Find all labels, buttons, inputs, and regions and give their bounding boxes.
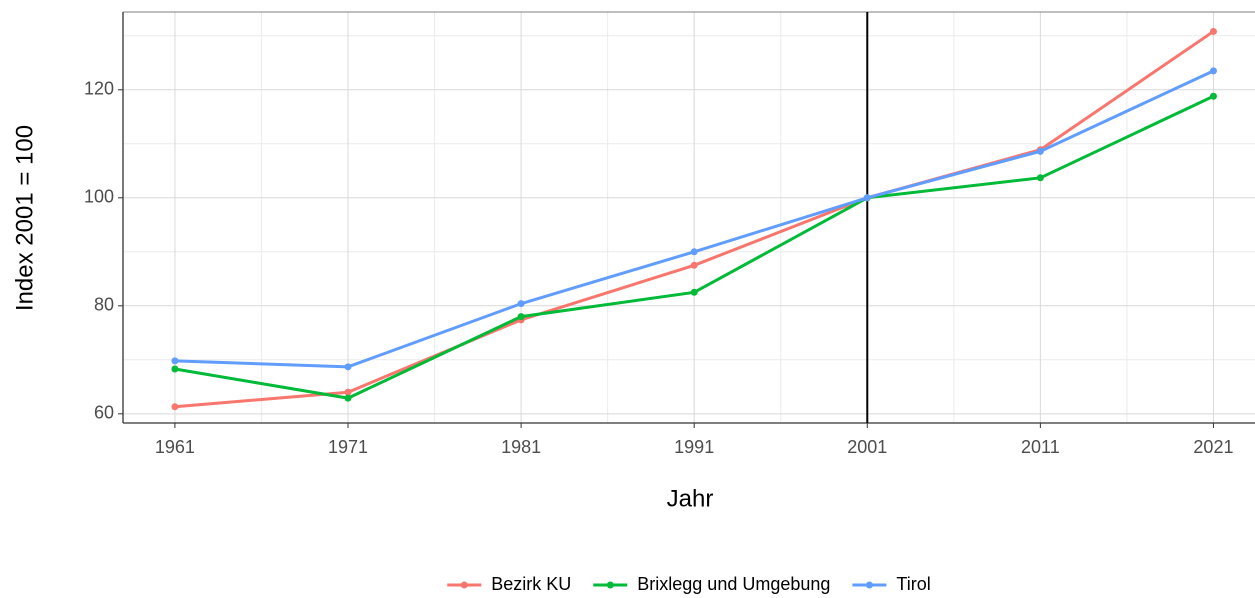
data-point — [690, 261, 698, 269]
x-tick-label: 2001 — [847, 437, 887, 457]
legend-swatch-dot — [606, 581, 614, 589]
data-point — [690, 288, 698, 296]
x-tick-label: 1991 — [674, 437, 714, 457]
y-tick-label: 60 — [94, 403, 114, 423]
y-axis-title: Index 2001 = 100 — [11, 125, 38, 311]
data-point — [171, 403, 179, 411]
data-point — [344, 363, 352, 371]
legend-label: Tirol — [896, 574, 930, 594]
legend: Bezirk KU Brixlegg und Umgebung Tirol — [447, 574, 931, 594]
x-axis-title: Jahr — [667, 485, 714, 512]
x-tick-label: 2011 — [1021, 437, 1060, 457]
data-point — [344, 394, 352, 402]
x-tick-label: 2021 — [1193, 437, 1233, 457]
data-point — [517, 300, 525, 308]
data-point — [1209, 67, 1217, 75]
data-point — [1209, 92, 1217, 100]
legend-label: Bezirk KU — [491, 574, 571, 594]
data-point — [171, 365, 179, 373]
data-point — [517, 313, 525, 321]
x-tick-label: 1961 — [155, 437, 195, 457]
y-tick-label: 100 — [84, 187, 114, 207]
data-point — [690, 248, 698, 256]
data-point — [863, 194, 871, 202]
x-tick-label: 1971 — [328, 437, 368, 457]
x-tick-label: 1981 — [501, 437, 541, 457]
y-tick-label: 80 — [94, 295, 114, 315]
legend-swatch-dot — [460, 581, 468, 589]
y-tick-label: 120 — [84, 79, 114, 99]
data-point — [344, 388, 352, 396]
legend-swatch-dot — [865, 581, 873, 589]
legend-label: Brixlegg und Umgebung — [637, 574, 830, 594]
data-point — [1209, 27, 1217, 35]
data-point — [1036, 147, 1044, 155]
data-point — [171, 357, 179, 365]
data-point — [1036, 174, 1044, 182]
